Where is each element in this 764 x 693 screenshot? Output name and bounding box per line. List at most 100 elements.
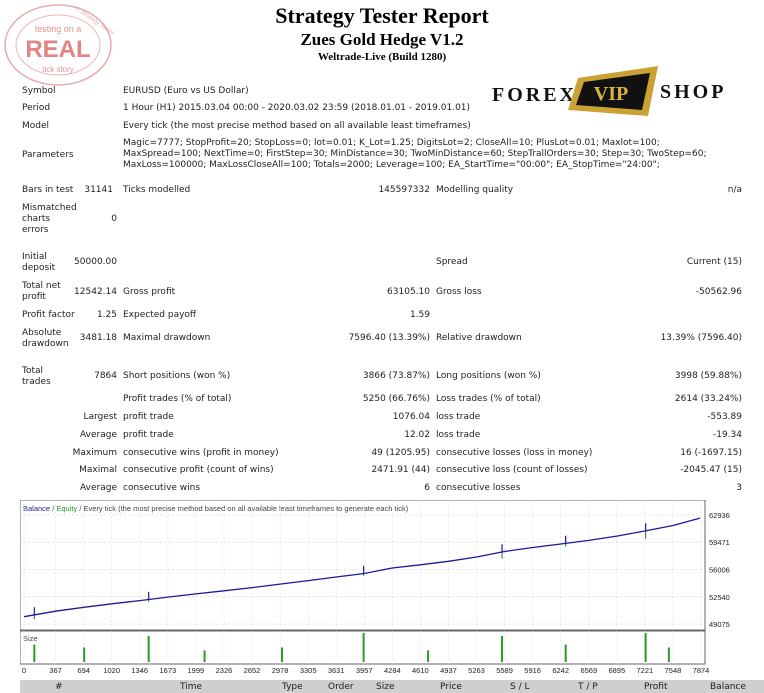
col-type: Type	[282, 682, 303, 692]
absdd-label-2: drawdown	[22, 339, 69, 349]
x-tick-label: 1999	[188, 666, 205, 675]
quality-value: n/a	[727, 185, 742, 195]
symbol-label: Symbol	[22, 86, 56, 96]
netprofit-label-2: profit	[22, 292, 46, 302]
x-tick-label: 7874	[693, 666, 710, 675]
trades-value: 7864	[94, 371, 117, 381]
aprofit-value: 12.02	[404, 430, 430, 440]
x-tick-label: 1346	[131, 666, 148, 675]
y-tick-label: 62936	[709, 511, 730, 520]
lt-value: 2614 (33.24%)	[674, 394, 742, 404]
x-tick-label: 3631	[328, 666, 345, 675]
average2-label: Average	[80, 483, 117, 493]
col-price: Price	[440, 682, 462, 692]
stamp-big: REAL	[25, 36, 90, 63]
x-tick-label: 3305	[300, 666, 317, 675]
pt-label: Profit trades (% of total)	[123, 394, 232, 404]
maximum-label: Maximum	[72, 448, 117, 458]
long-value: 3998 (59.88%)	[674, 371, 742, 381]
svg-text:VIP: VIP	[594, 83, 628, 105]
stamp-line3: tick story	[42, 65, 74, 74]
parameters-label: Parameters	[22, 150, 74, 160]
x-tick-label: 694	[77, 666, 90, 675]
period-label: Period	[22, 103, 51, 113]
x-tick-label: 1673	[159, 666, 176, 675]
lprofit-value: 1076.04	[392, 412, 430, 422]
x-tick-label: 2652	[244, 666, 261, 675]
x-tick-label: 1020	[103, 666, 120, 675]
reldd-label: Relative drawdown	[436, 333, 522, 343]
initdep-value: 50000.00	[74, 257, 117, 267]
size-bar	[427, 650, 430, 662]
forex-vip-shop-logo: FOREX VIP SHOP	[492, 66, 726, 116]
pf-label: Profit factor	[22, 310, 75, 320]
model-value: Every tick (the most precise method base…	[123, 121, 471, 131]
real-tick-stamp: testing on a REAL tick story is Strategy…	[4, 4, 114, 86]
x-tick-label: 2978	[272, 666, 289, 675]
legend-rest: / Every tick (the most precise method ba…	[77, 504, 408, 513]
y-tick-label: 59471	[709, 538, 730, 547]
clc-value: -2045.47 (15)	[680, 465, 742, 475]
trades-table-header: # Time Type Order Size Price S / L T / P…	[20, 680, 764, 693]
quality-label: Modelling quality	[436, 185, 514, 195]
size-label: Size	[23, 634, 38, 643]
bars-value: 31141	[84, 185, 113, 195]
x-tick-label: 3957	[356, 666, 373, 675]
x-tick-label: 5263	[468, 666, 485, 675]
col-balance: Balance	[710, 682, 746, 692]
bars-label: Bars in test	[22, 185, 74, 195]
cp-value: 2471.91 (44)	[371, 465, 430, 475]
ticks-value: 145597332	[378, 185, 430, 195]
x-tick-label: 5916	[524, 666, 541, 675]
col-sl: S / L	[510, 682, 530, 692]
pf-value: 1.25	[96, 310, 117, 320]
reldd-value: 13.39% (7596.40)	[660, 333, 742, 343]
mismatch-label-1: Mismatched	[22, 203, 77, 213]
x-tick-label: 0	[22, 666, 26, 675]
absdd-label-1: Absolute	[22, 328, 62, 338]
initdep-label-1: Initial	[22, 252, 47, 262]
absdd-value: 3481.18	[79, 333, 117, 343]
cl-label: consecutive losses (loss in money)	[436, 448, 593, 458]
ticks-label: Ticks modelled	[123, 185, 191, 195]
col-time: Time	[180, 682, 203, 692]
ep-label: Expected payoff	[123, 310, 197, 320]
initdep-label-2: deposit	[22, 263, 56, 273]
model-label: Model	[22, 121, 50, 131]
legend-balance: Balance	[23, 504, 50, 513]
size-bar	[667, 647, 670, 662]
size-bar	[362, 633, 365, 662]
maxdd-value: 7596.40 (13.39%)	[348, 333, 430, 343]
aprofit-label: profit trade	[123, 430, 174, 440]
size-bar	[644, 633, 647, 662]
average-label: Average	[80, 430, 117, 440]
cp-label: consecutive profit (count of wins)	[123, 465, 274, 475]
report-title: Strategy Tester Report	[275, 3, 489, 28]
trades-label-2: trades	[22, 377, 51, 387]
mismatch-label-2: charts	[22, 214, 51, 224]
x-tick-label: 6895	[608, 666, 625, 675]
clc-label: consecutive loss (count of losses)	[436, 465, 588, 475]
balance-chart: Balance / Equity / Every tick (the most …	[20, 500, 730, 675]
largest-label: Largest	[83, 412, 117, 422]
server-build: Weltrade-Live (Build 1280)	[317, 51, 447, 63]
cw-label: consecutive wins (profit in money)	[123, 448, 279, 458]
svg-text:SHOP: SHOP	[660, 81, 726, 103]
long-label: Long positions (won %)	[436, 371, 541, 381]
col-tp: T / P	[578, 682, 598, 692]
col-size: Size	[376, 682, 395, 692]
mismatch-value: 0	[111, 214, 117, 224]
x-tick-label: 6242	[552, 666, 569, 675]
col-order: Order	[328, 682, 354, 692]
netprofit-value: 12542.14	[74, 287, 117, 297]
maximal-label: Maximal	[79, 465, 117, 475]
y-tick-label: 52540	[709, 593, 730, 602]
ep-value: 1.59	[409, 310, 430, 320]
x-tick-label: 4937	[440, 666, 457, 675]
netprofit-label-1: Total net	[22, 281, 61, 291]
parameters-value: Magic=7777; StopProfit=20; StopLoss=0; l…	[123, 138, 707, 170]
lprofit-label: profit trade	[123, 412, 174, 422]
y-tick-label: 56006	[709, 565, 730, 574]
x-tick-label: 5589	[496, 666, 513, 675]
grossprofit-value: 63105.10	[387, 287, 430, 297]
